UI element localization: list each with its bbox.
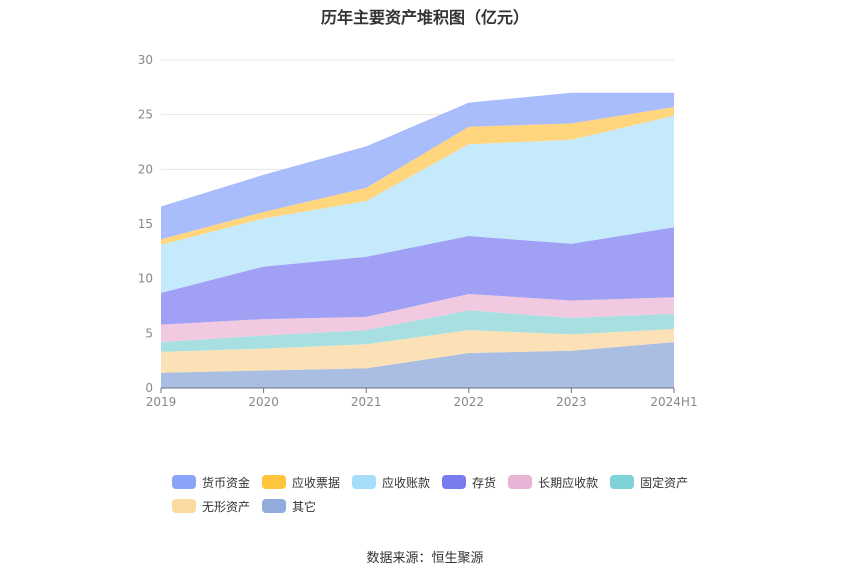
stacked-area-chart: 0 5 10 15 20 25 30 2019 2020 2021 2022 2023 2024H1 — [138, 53, 698, 409]
area-series-其它 — [161, 342, 674, 388]
legend-item[interactable]: 其它 — [262, 498, 316, 514]
legend-swatch — [352, 475, 377, 489]
legend-swatch — [508, 475, 533, 489]
x-tick-label: 2022 — [454, 395, 485, 409]
legend-item[interactable]: 应收票据 — [262, 474, 340, 490]
legend-item[interactable]: 应收账款 — [352, 474, 430, 490]
data-source-note: 数据来源：恒生聚源 — [366, 551, 484, 566]
y-tick-label: 25 — [138, 108, 153, 122]
legend-label: 无形资产 — [202, 499, 251, 514]
x-tick-label: 2024H1 — [650, 395, 697, 409]
y-tick-label: 15 — [138, 217, 153, 231]
chart-title: 历年主要资产堆积图（亿元） — [320, 8, 529, 27]
legend-label: 长期应收款 — [538, 475, 599, 490]
legend-label: 固定资产 — [640, 475, 689, 490]
y-tick-label: 5 — [145, 326, 153, 340]
x-tick-label: 2020 — [248, 395, 279, 409]
y-tick-label: 0 — [145, 381, 153, 395]
legend-swatch — [262, 475, 287, 489]
area-series-长期应收款 — [161, 294, 674, 343]
x-tick-label: 2023 — [556, 395, 587, 409]
legend-swatch — [610, 475, 635, 489]
area-series-货币资金 — [161, 92, 674, 240]
legend-swatch — [172, 499, 196, 513]
area-series-应收票据 — [161, 107, 674, 245]
legend-item[interactable]: 无形资产 — [172, 498, 250, 514]
area-series-存货 — [161, 227, 674, 325]
legend-label: 其它 — [292, 499, 317, 514]
legend-item[interactable]: 固定资产 — [610, 474, 688, 490]
axes: 0 5 10 15 20 25 30 2019 2020 2021 2022 2023 2024H1 — [138, 53, 698, 409]
legend-label: 货币资金 — [202, 475, 251, 490]
x-tick-label: 2021 — [351, 395, 382, 409]
legend-item[interactable]: 货币资金 — [172, 474, 250, 490]
legend-swatch — [442, 475, 467, 489]
y-tick-label: 20 — [138, 162, 153, 176]
legend: 货币资金 应收票据 应收账款 存货 长期应收款 固定资产无形资产 其它 — [172, 474, 732, 514]
x-tick-label: 2019 — [146, 395, 177, 409]
legend-swatch — [172, 475, 196, 489]
legend-label: 应收票据 — [292, 475, 341, 490]
area-series-固定资产 — [161, 310, 674, 352]
legend-item[interactable]: 长期应收款 — [508, 474, 598, 490]
legend-swatch — [262, 499, 287, 513]
legend-label: 应收账款 — [382, 475, 431, 490]
y-tick-label: 10 — [138, 272, 153, 286]
area-series — [161, 92, 674, 388]
legend-item[interactable]: 存货 — [442, 474, 496, 490]
area-series-无形资产 — [161, 329, 674, 373]
y-tick-label: 30 — [138, 53, 153, 67]
legend-label: 存货 — [472, 475, 497, 490]
area-series-应收账款 — [161, 115, 674, 293]
